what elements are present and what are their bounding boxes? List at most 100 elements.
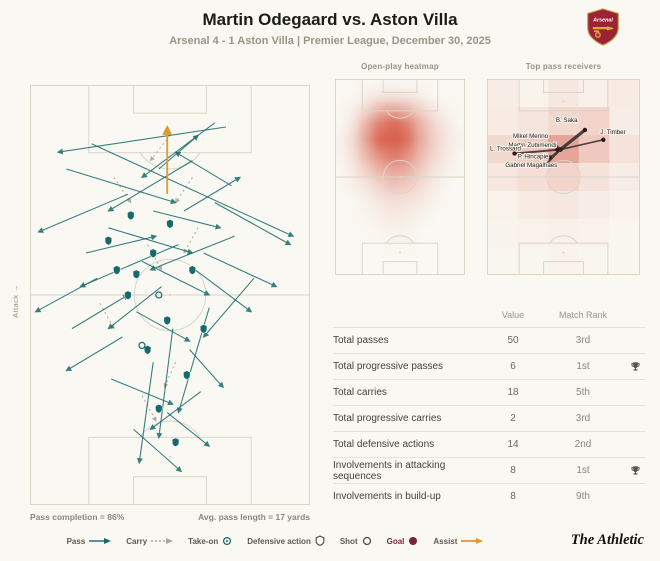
legend-shot-icon xyxy=(362,536,372,548)
heat-cell xyxy=(372,132,387,148)
defensive-action-marker xyxy=(183,370,191,380)
heat-cell xyxy=(427,177,442,192)
heat-cell xyxy=(441,147,456,163)
table-row: Total progressive carries 2 3rd xyxy=(333,405,645,431)
defensive-action-marker xyxy=(171,437,180,448)
heat-cell xyxy=(400,206,414,222)
legend-goal-label: Goal xyxy=(386,537,405,546)
heat-cell xyxy=(372,162,387,177)
stat-value: 6 xyxy=(510,361,516,372)
heat-cell xyxy=(358,177,373,192)
receiver-label: Mikel Merino xyxy=(513,133,549,140)
heat-cell xyxy=(441,162,456,177)
heat-cell xyxy=(400,147,414,163)
receiver-label: B. Saka xyxy=(556,117,578,124)
heat-cell xyxy=(386,117,400,133)
legend-assist-icon xyxy=(461,537,484,547)
receivers-pitch-svg: B. Saka J. Timber Mikel Merino Martin Zubim… xyxy=(487,79,640,275)
heat-cell xyxy=(413,147,428,163)
legend-item-take-on: Take-on xyxy=(188,536,232,548)
defensive-action-marker xyxy=(132,269,141,280)
legend: Pass Carry Take-on Defensive action Shot Goal… xyxy=(30,535,520,548)
heat-cell xyxy=(400,162,414,177)
crest-text: Arsenal xyxy=(592,17,613,23)
stat-rank: 3rd xyxy=(575,335,591,346)
heat-cell xyxy=(413,206,428,222)
heat-cell xyxy=(427,147,442,163)
stat-rank: 1st xyxy=(576,361,590,372)
heat-cell xyxy=(427,132,442,148)
heat-cell xyxy=(344,117,359,133)
table-row: Total progressive passes 6 1st xyxy=(333,353,645,379)
heat-cell xyxy=(372,206,387,222)
top-rank-icon xyxy=(625,465,645,476)
defensive-action-marker xyxy=(199,324,208,334)
stat-label: Total passes xyxy=(333,335,389,346)
heat-cell xyxy=(413,117,428,133)
pitch-captions: Pass completion = 86% Avg. pass length =… xyxy=(30,512,310,522)
receivers-title: Top pass receivers xyxy=(525,62,602,71)
heat-cell xyxy=(400,132,414,148)
pass-completion-caption: Pass completion = 86% xyxy=(30,512,125,522)
heat-cell xyxy=(372,191,387,207)
heat-cell xyxy=(400,87,414,103)
receiver-label: J. Timber xyxy=(600,129,625,136)
heat-cell xyxy=(427,162,442,177)
stat-label: Total carries xyxy=(333,387,387,398)
heat-cell xyxy=(386,102,400,118)
stats-table: Value Match Rank Total passes 50 3rd Total … xyxy=(333,303,645,509)
heatmap-pitch-svg xyxy=(335,79,465,275)
stat-label: Involvements in build-up xyxy=(333,491,441,502)
stat-value: 18 xyxy=(507,387,519,398)
heat-cell xyxy=(413,177,428,192)
heat-cell xyxy=(413,162,428,177)
receiver-dot xyxy=(512,151,517,156)
heat-cell xyxy=(386,191,400,207)
legend-defensive-action-icon xyxy=(315,535,325,548)
stat-rank: 3rd xyxy=(575,413,591,424)
heat-cell xyxy=(386,87,400,103)
receivers-panel: Top pass receivers B. Saka J. Timber Mikel… xyxy=(487,62,640,275)
legend-take-on-icon xyxy=(222,536,232,548)
stats-header: Value Match Rank xyxy=(333,303,645,327)
heat-cell xyxy=(372,102,387,118)
defensive-action-marker xyxy=(113,265,121,275)
legend-item-defensive-action: Defensive action xyxy=(247,535,325,548)
legend-item-carry: Carry xyxy=(126,537,174,547)
legend-defensive-action-label: Defensive action xyxy=(247,537,311,546)
stat-value: 2 xyxy=(510,413,516,424)
defensive-action-marker xyxy=(124,290,132,301)
receiver-dot xyxy=(547,155,552,160)
heat-cell xyxy=(344,177,359,192)
legend-pass-label: Pass xyxy=(66,537,86,546)
attack-text: Attack xyxy=(11,294,20,318)
receiver-label: L. Trossard xyxy=(490,146,522,153)
receiver-dot xyxy=(601,137,606,142)
receivers-pitch: B. Saka J. Timber Mikel Merino Martin Zubim… xyxy=(487,79,640,275)
heat-cell xyxy=(441,132,456,148)
defensive-action-marker xyxy=(127,210,135,221)
page-subtitle: Arsenal 4 - 1 Aston Villa | Premier Leag… xyxy=(169,35,491,47)
heat-cell xyxy=(400,117,414,133)
pass-map-pitch xyxy=(30,85,310,505)
heat-cell xyxy=(400,177,414,192)
heat-cell xyxy=(358,191,373,207)
table-row: Total passes 50 3rd xyxy=(333,327,645,353)
heatmap-pitch xyxy=(335,79,465,275)
attack-arrow-icon: → xyxy=(11,284,20,293)
table-row: Total defensive actions 14 2nd xyxy=(333,431,645,457)
take-on-marker xyxy=(138,341,146,349)
heat-cell xyxy=(372,177,387,192)
legend-item-pass: Pass xyxy=(67,537,112,547)
stat-label: Total defensive actions xyxy=(333,439,435,450)
heat-cell xyxy=(400,191,414,207)
avg-pass-length-caption: Avg. pass length = 17 yards xyxy=(198,512,310,522)
heat-cell xyxy=(427,117,442,133)
heat-cell xyxy=(344,147,359,163)
heat-cell xyxy=(358,147,373,163)
stat-value: 8 xyxy=(510,465,516,476)
stats-header-rank: Match Rank xyxy=(558,310,608,320)
receiver-dot xyxy=(582,127,588,133)
receiver-label: Martin Zubimendi xyxy=(508,142,556,149)
